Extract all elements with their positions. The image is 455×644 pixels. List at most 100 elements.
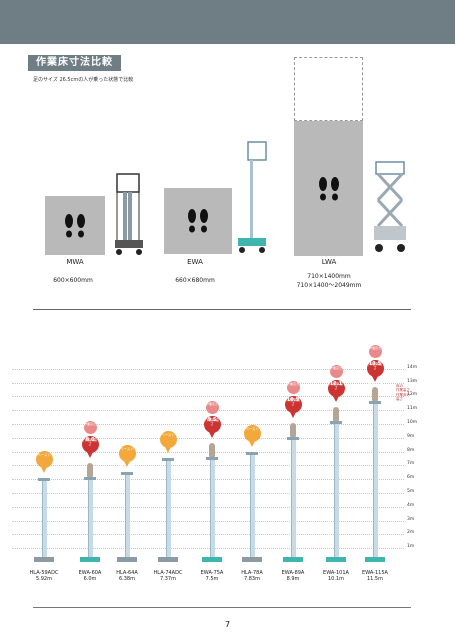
y-tick-label: 5m: [407, 489, 415, 494]
lwa-dimension-line-1: 710×1400mm: [307, 273, 351, 280]
pin-tail: [124, 460, 130, 467]
pin-badge: ベースト 6.83: [118, 444, 136, 468]
lift-base: [326, 557, 346, 562]
pin-value: 10.1: [327, 398, 345, 407]
mwa-dimensions: 600×600mm: [53, 277, 93, 284]
work-platform: [330, 420, 342, 424]
lift-mast: [88, 479, 93, 562]
work-height-pin: 作業高さ 9.5: [205, 400, 219, 423]
height-pin: 作業床高さ 10.1: [327, 379, 345, 407]
x-category-label: HLA-78A 7.83m: [232, 570, 272, 582]
work-platform: [84, 477, 96, 481]
model-height: 5.92m: [35, 576, 52, 582]
mwa-platform: [45, 196, 105, 255]
pin-value: 6.0: [84, 455, 96, 464]
model-name: HLA-74ADC: [153, 570, 183, 576]
pin-value: 7.5: [206, 434, 218, 443]
pin-tail: [290, 412, 296, 419]
ewa-platform: [164, 188, 232, 254]
y-tick-label: 2m: [407, 530, 415, 536]
x-category-label: EWA-75A 7.5m: [192, 570, 232, 582]
pin-badge: 作業床高さ 8.9: [284, 396, 302, 423]
model-height: 10.1m: [327, 576, 344, 582]
y-tick-label: 14m: [407, 364, 418, 370]
footprints-icon: [65, 213, 85, 237]
model-name: EWA-115A: [362, 570, 388, 576]
y-tick-label: 1m: [407, 544, 415, 550]
ewa-dimensions: 660×680mm: [175, 277, 215, 284]
pin-badge: ベースト 5.92: [35, 451, 53, 474]
pin-tail: [333, 395, 339, 402]
work-platform: [246, 451, 258, 455]
y-tick-label: 3m: [407, 516, 415, 522]
model-height: 7.83m: [243, 576, 260, 582]
x-category-label: HLA-59ADC 5.92m: [24, 570, 64, 582]
work-height-pin: 作業高さ 13.5: [368, 345, 382, 367]
height-pin: ベースト 5.92: [35, 451, 53, 474]
model-height: 8.9m: [286, 576, 300, 582]
pin-tail: [249, 440, 255, 447]
model-name: HLA-78A: [241, 570, 263, 576]
lift-mast: [334, 422, 339, 562]
height-pin: ベースト 7.37: [159, 431, 177, 454]
mwa-machine-illustration: [115, 173, 143, 255]
annotation-line: 作業床の: [396, 392, 410, 397]
work-height-value: 13.5: [368, 361, 382, 368]
work-height-caption: 作業高さ: [329, 365, 342, 370]
mwa-label: MWA: [66, 258, 84, 266]
pin-caption: 作業床高さ: [205, 417, 219, 426]
lwa-machine-illustration: [374, 161, 406, 252]
gridline: [12, 479, 404, 481]
work-platform: [287, 437, 299, 441]
pin-caption: ベースト: [245, 426, 259, 431]
gridline: [12, 548, 404, 550]
x-category-label: EWA-101A 10.1m: [316, 570, 356, 582]
annotation-line: 床の: [396, 383, 403, 388]
footprints-icon: [188, 209, 208, 233]
x-category-label: EWA-89A 8.9m: [273, 570, 313, 582]
gridline: [12, 451, 404, 453]
person-figure: [87, 463, 93, 478]
lift-mast: [210, 458, 215, 562]
footer-line: [33, 607, 411, 608]
lwa-extension-outline: [294, 57, 363, 121]
height-chart: 1m 2m 3m 4m 5m 6m 7m 8m 9m 10m 11m 12m 13m 14m 床の 作業高さ作…: [0, 330, 455, 600]
lift-base: [202, 557, 222, 562]
work-height-pin: 作業高さ 10.9: [286, 381, 300, 403]
y-tick-label: 4m: [407, 502, 415, 508]
x-category-label: HLA-64A 6.38m: [107, 570, 147, 582]
page-number: 7: [224, 620, 231, 629]
model-height: 7.37m: [159, 576, 176, 582]
height-pin: 作業床高さ 7.5: [203, 415, 221, 443]
lift-mast: [42, 480, 47, 562]
work-height-caption: 作業高さ: [286, 382, 299, 387]
header-bar: [0, 0, 455, 44]
lift-base: [242, 557, 262, 562]
y-tick-label: 8m: [407, 447, 415, 453]
model-name: EWA-75A: [200, 570, 224, 576]
lift-base: [365, 557, 385, 562]
model-name: HLA-64A: [116, 570, 138, 576]
pin-badge: ベースト 7.83: [243, 424, 261, 448]
work-height-value: 12.1: [329, 380, 343, 387]
lift-base: [117, 557, 137, 562]
gridline: [12, 382, 404, 384]
annotation-line: 高さ: [396, 397, 403, 402]
gridline: [12, 368, 404, 370]
lift-mast: [373, 403, 378, 562]
height-pin: 作業床高さ 6.0: [81, 436, 99, 463]
x-category-label: EWA-115A 11.5m: [355, 570, 395, 582]
pin-caption: 作業床高さ: [286, 398, 300, 407]
work-platform: [369, 401, 381, 405]
person-figure: [333, 406, 339, 421]
work-height-pin: 作業高さ 12.1: [329, 364, 343, 387]
gridline: [12, 534, 404, 536]
work-height-caption: 作業高さ: [368, 346, 381, 351]
lift-base: [34, 557, 54, 562]
pin-badge: ベースト 7.37: [159, 431, 177, 454]
model-height: 6.38m: [118, 576, 135, 582]
work-height-badge: 作業高さ 13.5: [368, 345, 382, 367]
height-pin: 作業床高さ 11.5: [366, 360, 384, 387]
model-height: 6.0m: [83, 576, 97, 582]
